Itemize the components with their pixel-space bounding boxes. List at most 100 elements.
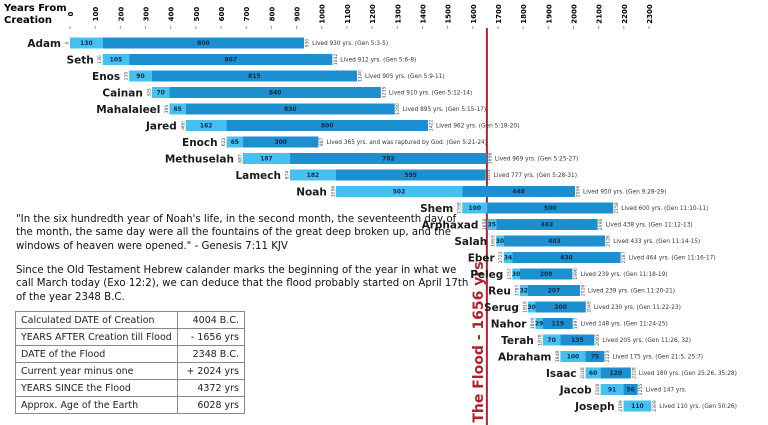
bar-label: 200: [554, 304, 567, 311]
end-label: 1422: [428, 120, 434, 132]
bar-segment: [335, 186, 463, 197]
flood-label: The Flood - 1656 yrs: [471, 261, 487, 422]
x-tick-label: 1500: [445, 4, 453, 24]
note: Lived 905 yrs. (Gen 5:9-11): [365, 74, 445, 80]
x-tick-label: 1700: [495, 4, 503, 24]
bar-segment: [102, 54, 130, 65]
end-label: 2083: [595, 334, 601, 346]
name: Nahor: [491, 319, 528, 331]
bar-segment: [503, 235, 606, 247]
x-tick-label: 1000: [319, 4, 327, 24]
note: Lived 895 yrs. (Gen 5:15-17): [403, 107, 486, 113]
x-tick-label: 400: [168, 7, 176, 22]
name: Adam: [27, 38, 61, 50]
x-tick-label: 0: [67, 11, 75, 16]
bar-label: 29: [535, 321, 543, 328]
bar-segment: [527, 285, 581, 296]
bar-segment: [512, 268, 520, 280]
bar-segment: [462, 202, 488, 214]
bar-segment: [535, 318, 543, 329]
bar-label: 135: [571, 337, 584, 344]
x-tick-label: 2200: [621, 4, 629, 24]
table-value: - 1656 yrs: [177, 328, 245, 346]
end-label: 2123: [605, 351, 611, 363]
bar-segment: [242, 136, 319, 148]
x-tick-label: 200: [117, 7, 125, 22]
bar-segment: [290, 153, 487, 164]
note: Lived 962 yrs. (Gen 5:18-20): [436, 124, 519, 130]
bar-segment: [151, 87, 170, 98]
note: Lived 175 yrs. (Gen 21:5, 25:7): [612, 355, 703, 361]
bar-segment: [623, 384, 638, 395]
x-tick-label: 1400: [419, 4, 427, 24]
name: Jacob: [559, 385, 592, 397]
bar-label: 595: [404, 172, 417, 179]
start-label: 0: [65, 41, 71, 44]
table-label: Current year minus one: [15, 362, 178, 380]
quote: "In the six hundredth year of Noah's lif…: [16, 214, 457, 252]
end-label: 1140: [357, 70, 363, 82]
name: Abraham: [498, 352, 551, 364]
note: Lived 230 yrs. (Gen 11:22-23): [594, 305, 681, 311]
name: Methuselah: [165, 154, 234, 166]
end-label: 2187: [621, 252, 627, 264]
bar-segment: [129, 70, 152, 82]
start-label: 1948: [555, 351, 561, 363]
note: Lived 600 yrs. (Gen 11:10-11): [621, 206, 708, 212]
x-tick-label: 1900: [545, 4, 553, 24]
bar-label: 100: [567, 354, 580, 361]
x-label: Creation: [4, 15, 52, 26]
bar-segment: [585, 367, 601, 379]
note: Lived 777 yrs. (Gen 5:28-31): [494, 173, 577, 179]
end-label: 1042: [333, 54, 339, 66]
bar-segment: [151, 70, 357, 82]
summary-table: Calculated DATE of Creation 4004 B.C. YEAR…: [15, 311, 245, 414]
bar-label: 30: [496, 238, 504, 245]
table-label: DATE of the Flood: [15, 345, 178, 363]
x-tick-label: 300: [143, 7, 151, 22]
bar-segment: [290, 169, 336, 181]
bar-label: 807: [224, 57, 237, 64]
bar-label: 300: [274, 139, 287, 146]
bar-segment: [560, 334, 595, 346]
end-label: 2096: [598, 219, 604, 231]
bar-segment: [487, 219, 497, 230]
bar-label: 70: [547, 337, 555, 344]
end-label: 1235: [381, 87, 387, 99]
start-label: 1658: [482, 219, 488, 231]
note: Lived 910 yrs. (Gen 5:12-14): [389, 91, 472, 97]
end-label: 1997: [573, 318, 579, 330]
bar-label: 110: [631, 403, 644, 410]
end-label: 2006: [575, 186, 581, 198]
table-value: 6028 yrs: [177, 396, 245, 414]
name: Joseph: [574, 401, 614, 413]
bar-label: 800: [321, 123, 334, 130]
end-label: 2158: [614, 202, 620, 214]
bar-label: 430: [560, 255, 573, 262]
bar-segment: [512, 252, 621, 263]
note: Lived 433 yrs. (Gen 11:14-15): [613, 239, 700, 245]
bar-label: 100: [469, 205, 482, 212]
bar-segment: [542, 334, 561, 346]
x-tick-label: 600: [218, 7, 226, 22]
table-row: YEARS AFTER Creation till Flood - 1656 yr…: [15, 328, 245, 346]
note: Lived 950 yrs. (Gen 9:28-29): [583, 190, 666, 196]
bar-segment: [185, 103, 395, 115]
bar-segment: [560, 351, 586, 362]
start-label: 1849: [530, 318, 536, 330]
bar-label: 840: [269, 90, 282, 97]
start-label: 1558: [457, 202, 463, 214]
start-label: 2108: [595, 384, 601, 396]
table-row: Approx. Age of the Earth 6028 yrs: [15, 396, 245, 414]
bar-segment: [585, 351, 605, 362]
bar-label: 502: [393, 189, 406, 196]
note: Lived 912 yrs. (Gen 5:6-8): [340, 58, 416, 64]
bar-label: 56: [626, 387, 634, 394]
name: Serug: [484, 302, 519, 314]
bar-segment: [487, 202, 614, 214]
bar-segment: [623, 400, 652, 412]
x-tick-label: 1200: [369, 4, 377, 24]
bar-segment: [70, 37, 103, 49]
